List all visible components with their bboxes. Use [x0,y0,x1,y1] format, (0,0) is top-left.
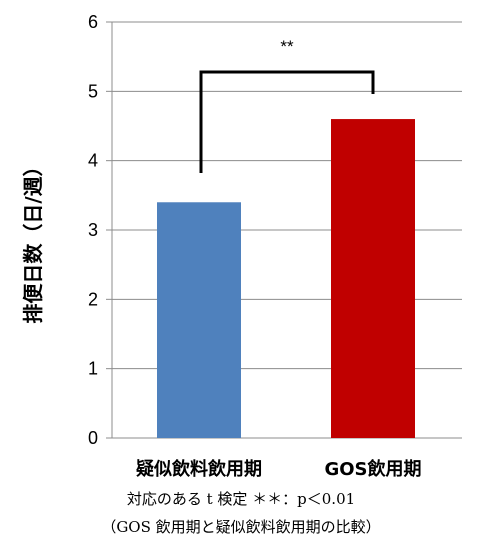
y-tick-label-3: 3 [88,220,98,240]
category-label-2: GOS飲用期 [324,458,421,480]
y-tick-label-5: 5 [88,81,98,101]
y-tick-label-4: 4 [88,151,98,171]
bar-1 [157,202,241,438]
statistical-test-note: 対応のある t 検定 ＊＊：p＜0.01 [126,490,356,508]
category-labels: 疑似飲料飲用期 GOS飲用期 [136,458,422,480]
y-tick-label-6: 6 [88,12,98,32]
comparison-note: （GOS 飲用期と疑似飲料飲用期の比較） [101,518,381,536]
bars [157,119,415,439]
significance-bracket [199,70,375,173]
significance-label: ** [280,37,294,56]
y-tick-label-0: 0 [88,428,98,448]
significance-bracket-group: ** [199,37,375,173]
y-tick-labels: 0 1 2 3 4 5 6 [88,12,98,448]
y-tick-label-1: 1 [88,359,98,379]
bar-2 [331,119,415,439]
y-axis-label: 排便日数（日/週） [21,156,45,323]
y-tick-label-2: 2 [88,289,98,309]
category-label-1: 疑似飲料飲用期 [136,458,262,480]
